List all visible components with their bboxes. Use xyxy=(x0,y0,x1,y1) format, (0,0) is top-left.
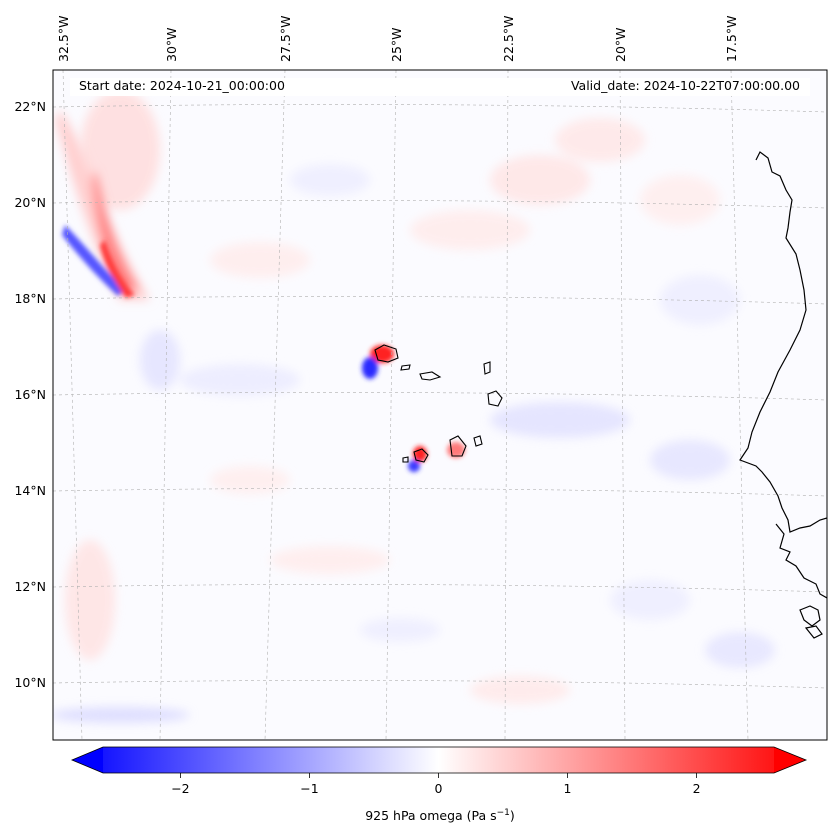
colorbar-outline xyxy=(70,746,808,774)
colorbar-tick-label: 1 xyxy=(564,781,572,796)
latitude-labels: 22°N 20°N 18°N 16°N 14°N 12°N 10°N xyxy=(14,99,46,690)
lon-label-27-5w: 27.5°W xyxy=(278,16,293,62)
lon-label-20w: 20°W xyxy=(613,27,628,62)
colorbar-tick-label: 0 xyxy=(435,781,443,796)
colorbar-tick-label: 2 xyxy=(693,781,701,796)
colorbar-ticks: −2 −1 0 1 2 xyxy=(171,773,701,796)
lat-label-10n: 10°N xyxy=(14,675,46,690)
colorbar-tick-label: −1 xyxy=(300,781,318,796)
map-panel: Start date: 2024-10-21_00:00:00 Valid_da… xyxy=(52,69,828,741)
lat-label-18n: 18°N xyxy=(14,291,46,306)
lon-label-25w: 25°W xyxy=(389,27,404,62)
colorbar-extend-min xyxy=(72,747,103,773)
lat-label-20n: 20°N xyxy=(14,195,46,210)
valid-date-label: Valid_date: 2024-10-22T07:00:00.00 xyxy=(571,78,800,93)
start-date-label: Start date: 2024-10-21_00:00:00 xyxy=(79,78,285,93)
longitude-labels: 32.5°W 30°W 27.5°W 25°W 22.5°W 20°W 17.5… xyxy=(56,16,739,62)
graticule xyxy=(53,70,827,740)
colorbar-label: 925 hPa omega (Pa s−1) xyxy=(365,808,515,823)
lat-label-12n: 12°N xyxy=(14,579,46,594)
map-border xyxy=(52,69,828,741)
coastline xyxy=(739,151,827,639)
colorbar-extend-max xyxy=(774,747,806,773)
colorbar-ramp xyxy=(103,747,774,773)
omega-field xyxy=(53,90,775,723)
cape-verde-islands xyxy=(374,344,503,463)
lon-label-17-5w: 17.5°W xyxy=(724,16,739,62)
colorbar: −2 −1 0 1 2 925 hPa omega (Pa s−1) xyxy=(70,746,808,823)
lon-label-30w: 30°W xyxy=(164,27,179,62)
lon-label-22-5w: 22.5°W xyxy=(501,16,516,62)
colorbar-tick-label: −2 xyxy=(171,781,189,796)
lon-label-32-5w: 32.5°W xyxy=(56,16,71,62)
lat-label-16n: 16°N xyxy=(14,387,46,402)
lat-label-14n: 14°N xyxy=(14,483,46,498)
date-strip xyxy=(70,78,810,96)
lat-label-22n: 22°N xyxy=(14,99,46,114)
